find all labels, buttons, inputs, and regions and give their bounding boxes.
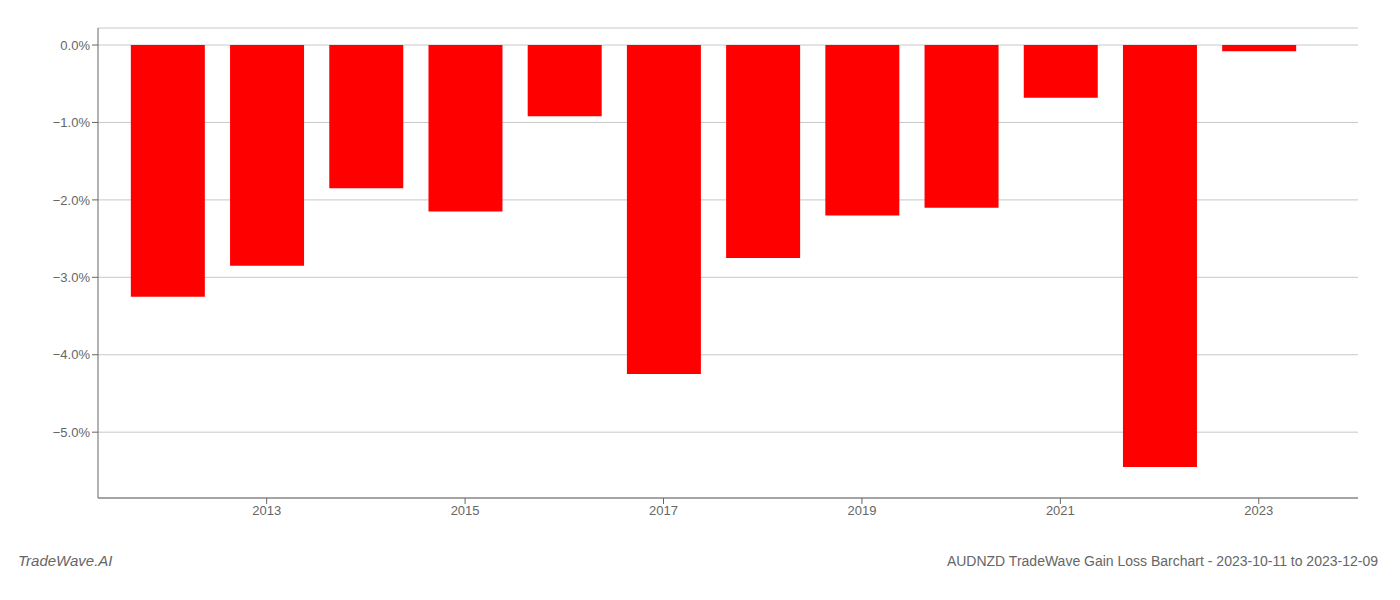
html-text:TradeWave.AI: TradeWave.AI xyxy=(18,552,113,569)
svg-text:2013: 2013 xyxy=(252,503,281,518)
svg-text:−1.0%: −1.0% xyxy=(53,115,91,130)
svg-text:−4.0%: −4.0% xyxy=(53,347,91,362)
svg-text:0.0%: 0.0% xyxy=(60,38,90,53)
svg-text:2023: 2023 xyxy=(1244,503,1273,518)
svg-text:−3.0%: −3.0% xyxy=(53,270,91,285)
svg-text:−2.0%: −2.0% xyxy=(53,193,91,208)
svg-text:2019: 2019 xyxy=(847,503,876,518)
svg-text:−5.0%: −5.0% xyxy=(53,425,91,440)
html-text:AUDNZD TradeWave Gain Loss Bar: AUDNZD TradeWave Gain Loss Barchart - 20… xyxy=(946,553,1378,569)
svg-text:2015: 2015 xyxy=(451,503,480,518)
svg-text:2021: 2021 xyxy=(1046,503,1075,518)
svg-text:2017: 2017 xyxy=(649,503,678,518)
